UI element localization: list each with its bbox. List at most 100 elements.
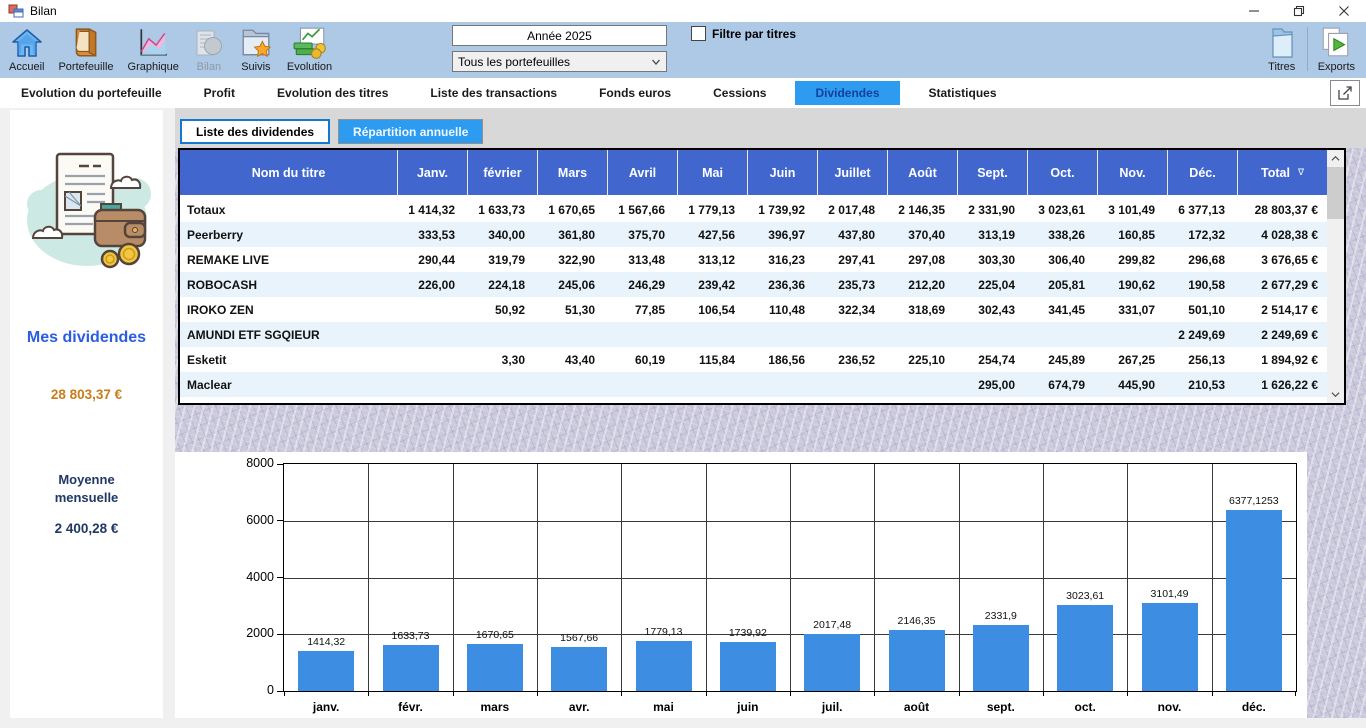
column-header-nov[interactable]: Nov.: [1098, 150, 1168, 197]
column-header-dec[interactable]: Déc.: [1168, 150, 1238, 197]
cell-juin: [748, 322, 818, 347]
toolbar-button-titres[interactable]: Titres: [1260, 25, 1304, 74]
cell-janv: 1 414,32: [408, 202, 455, 217]
cell-juillet: 2 017,48: [828, 202, 875, 217]
table-row-maclear[interactable]: Maclear 295,00 674,79 445,90 210,53 1 626,22 …: [180, 372, 1344, 397]
column-header-oct[interactable]: Oct.: [1028, 150, 1098, 197]
chevron-down-icon: [650, 56, 662, 68]
gridline-v: [368, 464, 370, 691]
table-row-totaux[interactable]: Totaux 1 414,32 1 633,73 1 670,65 1 567,66 1 …: [180, 197, 1344, 222]
column-header-juillet[interactable]: Juillet: [818, 150, 888, 197]
table-row-remake-live[interactable]: REMAKE LIVE 290,44 319,79 322,90 313,48 313,1…: [180, 247, 1344, 272]
cell-mars: 51,30: [564, 302, 595, 317]
close-button[interactable]: [1321, 0, 1366, 22]
bar-juil: [804, 633, 861, 691]
y-axis-tick: [277, 633, 284, 635]
tab-profit[interactable]: Profit: [203, 86, 236, 100]
subtab-repartition-annuelle[interactable]: Répartition annuelle: [338, 119, 484, 144]
subtab-liste-des-dividendes[interactable]: Liste des dividendes: [180, 119, 331, 144]
filter-checkbox[interactable]: [691, 26, 706, 41]
table-row-robocash[interactable]: ROBOCASH 226,00 224,18 245,06 246,29 239,42 23…: [180, 272, 1344, 297]
cell-oct: [1028, 322, 1098, 347]
table-row-amundi-etf-sgqieur[interactable]: AMUNDI ETF SGQIEUR 2 249,69 2 249,69 €: [180, 322, 1344, 347]
tab-liste-des-transactions[interactable]: Liste des transactions: [430, 86, 558, 100]
sort-indicator-icon: ∇: [1297, 167, 1304, 177]
scroll-down-button[interactable]: [1327, 386, 1344, 403]
cell-mai: 115,84: [698, 352, 735, 367]
year-field[interactable]: Année 2025: [452, 25, 667, 46]
y-axis-label: 2000: [246, 626, 274, 641]
column-header-mai[interactable]: Mai: [678, 150, 748, 197]
y-axis-label: 4000: [246, 569, 274, 584]
toolbar-button-accueil[interactable]: Accueil: [2, 25, 51, 74]
tab-fonds-euros[interactable]: Fonds euros: [599, 86, 672, 100]
column-header-juin[interactable]: Juin: [748, 150, 818, 197]
x-axis-tick: [705, 691, 707, 696]
minimize-icon: [1248, 5, 1260, 17]
cell-nov: 160,85: [1118, 227, 1155, 242]
column-header-aout[interactable]: Août: [888, 150, 958, 197]
toolbar-button-label: Titres: [1268, 61, 1296, 73]
tab-cessions[interactable]: Cessions: [713, 86, 767, 100]
x-axis-tick: [1127, 691, 1129, 696]
toolbar-button-label: Suivis: [241, 61, 271, 73]
cell-dec: 296,68: [1188, 252, 1225, 267]
toolbar-button-suivis[interactable]: Suivis: [232, 25, 280, 74]
cell-dec: 256,13: [1188, 352, 1225, 367]
cell-mars: 322,90: [558, 252, 595, 267]
column-header-mars[interactable]: Mars: [538, 150, 608, 197]
gridline-v: [790, 464, 791, 691]
monthly-average-label: Moyenne mensuelle: [54, 472, 119, 505]
tab-dividendes[interactable]: Dividendes: [795, 81, 900, 105]
cell-nov: 190,62: [1118, 277, 1155, 292]
column-header-fevrier[interactable]: février: [468, 150, 538, 197]
column-header-nom-du-titre[interactable]: Nom du titre: [180, 150, 398, 197]
portfolio-select[interactable]: Tous les portefeuilles: [452, 51, 667, 72]
popout-button[interactable]: [1330, 80, 1360, 106]
filter-by-titles: Filtre par titres: [691, 26, 796, 41]
cell-aout: 2 146,35: [898, 202, 945, 217]
x-axis-tick: [452, 691, 454, 696]
column-header-janv[interactable]: Janv.: [398, 150, 468, 197]
column-header-sept[interactable]: Sept.: [958, 150, 1028, 197]
toolbar-button-label: Portefeuille: [58, 61, 114, 73]
toolbar-button-portefeuille[interactable]: Portefeuille: [51, 25, 120, 74]
x-axis-tick: [368, 691, 370, 696]
toolbar-button-label: Evolution: [286, 61, 333, 73]
x-axis-tick: [1043, 691, 1044, 696]
x-axis-tick: [874, 691, 876, 696]
minimize-button[interactable]: [1231, 0, 1276, 22]
bar-value-label: 3101,49: [1150, 588, 1189, 600]
table-row-esketit[interactable]: Esketit 3,30 43,40 60,19 115,84 186,56 236,52 2…: [180, 347, 1344, 372]
cell-total: 2 677,29 €: [1261, 277, 1318, 292]
toolbar-button-graphique[interactable]: Graphique: [121, 25, 186, 74]
table-scrollbar[interactable]: [1327, 150, 1344, 403]
cell-dec: 501,10: [1188, 302, 1225, 317]
cell-total: 2 249,69 €: [1261, 327, 1318, 342]
cell-mai: 239,42: [698, 277, 735, 292]
cell-oct: 3 023,61: [1038, 202, 1085, 217]
tab-evolution-des-titres[interactable]: Evolution des titres: [277, 86, 389, 100]
toolbar-button-exports[interactable]: Exports: [1311, 25, 1362, 74]
cell-fevrier: 50,92: [494, 302, 525, 317]
scrollbar-thumb[interactable]: [1327, 167, 1344, 219]
tab-evolution-du-portefeuille[interactable]: Evolution du portefeuille: [21, 86, 162, 100]
column-header-avril[interactable]: Avril: [608, 150, 678, 197]
cell-oct: 341,45: [1048, 302, 1085, 317]
table-row-peerberry[interactable]: Peerberry 333,53 340,00 361,80 375,70 427,56 3…: [180, 222, 1344, 247]
scroll-up-button[interactable]: [1327, 150, 1344, 167]
cell-fevrier: 319,79: [488, 252, 525, 267]
cell-total: 2 514,17 €: [1261, 302, 1318, 317]
column-header-total[interactable]: Total ∇: [1238, 150, 1327, 197]
cell-fevrier: [468, 322, 538, 347]
close-icon: [1338, 5, 1350, 17]
tab-statistiques[interactable]: Statistiques: [928, 86, 997, 100]
cell-juin: 316,23: [768, 252, 805, 267]
cell-sept: 295,00: [978, 377, 1015, 392]
table-row-iroko-zen[interactable]: IROKO ZEN 50,92 51,30 77,85 106,54 110,48 322,…: [180, 297, 1344, 322]
cell-aout: [888, 372, 958, 397]
cell-janv: [398, 297, 468, 322]
cell-nov: 267,25: [1118, 352, 1155, 367]
maximize-button[interactable]: [1276, 0, 1321, 22]
toolbar-button-evolution[interactable]: Evolution: [280, 25, 339, 74]
